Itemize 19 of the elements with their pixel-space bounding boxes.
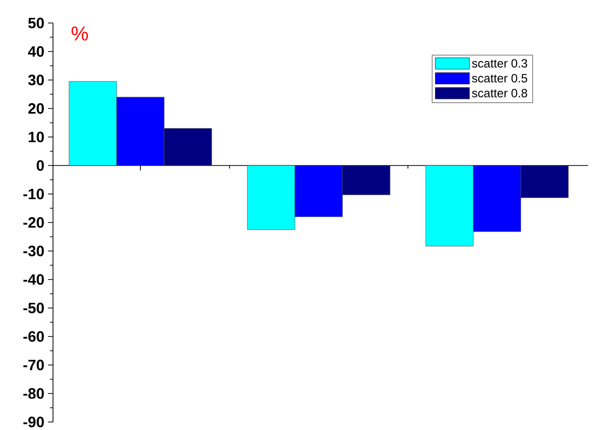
y-tick-label: 30 [28, 74, 44, 86]
y-tick-label: -80 [23, 388, 44, 399]
y-tick-label: -40 [23, 274, 44, 285]
legend-label: scatter 0.5 [472, 74, 528, 82]
y-tick-label: 50 [28, 18, 44, 28]
y-tick-label: -20 [23, 217, 44, 228]
y-axis-title: % [72, 26, 88, 41]
y-tick-label: 20 [28, 103, 44, 114]
y-tick-label: -70 [23, 360, 44, 370]
y-tick-label: 10 [28, 132, 44, 142]
y-tick-label: -50 [23, 302, 44, 314]
y-tick-label: -60 [23, 331, 44, 342]
y-tick-label: -10 [23, 188, 44, 200]
y-tick-label: -30 [23, 246, 44, 256]
y-tick-label: 0 [36, 160, 44, 171]
legend-label: scatter 0.8 [472, 88, 528, 98]
y-tick-label: 40 [28, 46, 44, 57]
y-tick-label: -90 [23, 416, 44, 428]
legend-label: scatter 0.3 [472, 59, 528, 68]
